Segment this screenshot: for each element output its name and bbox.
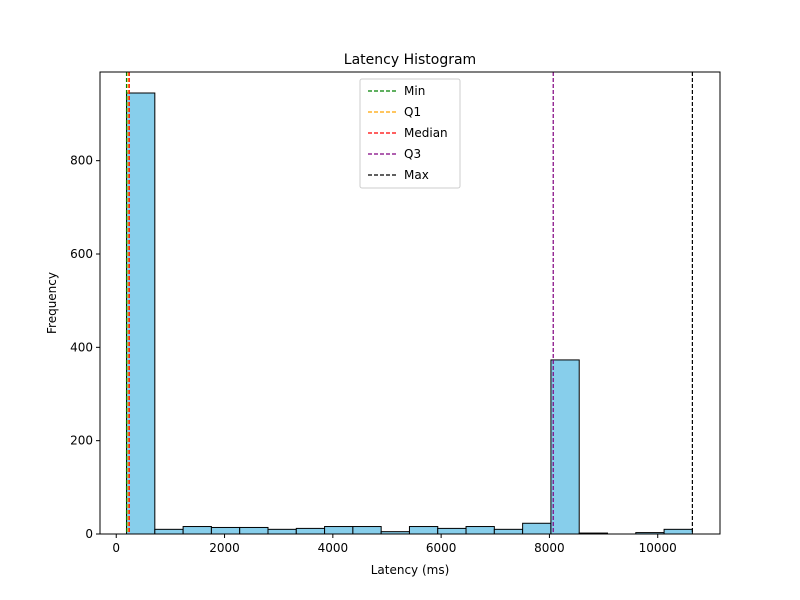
y-tick-label: 800 xyxy=(70,154,93,168)
x-tick-label: 4000 xyxy=(318,541,349,555)
legend-box xyxy=(359,78,461,189)
legend-label-min: Min xyxy=(404,84,425,98)
histogram-bar-14 xyxy=(493,528,524,535)
reference-lines-group xyxy=(125,72,693,534)
y-axis-label: Frequency xyxy=(45,272,59,334)
legend-label-median: Median xyxy=(404,126,448,140)
legend-label-q3: Q3 xyxy=(404,147,421,161)
x-tick-label: 0 xyxy=(112,541,120,555)
histogram-bar-3 xyxy=(182,526,212,535)
histogram-bar-6 xyxy=(267,528,297,535)
histogram-bar-16 xyxy=(550,359,580,535)
legend-label-q1: Q1 xyxy=(404,105,421,119)
y-tick-label: 0 xyxy=(85,527,93,541)
legend-label-max: Max xyxy=(404,168,429,182)
histogram-bar-12 xyxy=(437,527,467,535)
legend: Min Q1 Median Q3 Max xyxy=(359,78,461,189)
histogram-bar-20 xyxy=(663,528,693,535)
x-axis-label: Latency (ms) xyxy=(371,563,450,577)
histogram-bar-11 xyxy=(408,526,439,535)
histogram-bar-2 xyxy=(154,528,184,535)
y-tick-label: 400 xyxy=(70,340,93,354)
histogram-bar-4 xyxy=(210,526,241,535)
y-tick-label: 600 xyxy=(70,247,93,261)
plot-frame xyxy=(99,71,721,535)
histogram-bar-5 xyxy=(239,526,269,535)
x-tick-label: 6000 xyxy=(426,541,457,555)
y-axis-ticks: 0 200 400 600 800 xyxy=(70,154,100,541)
histogram-bar-8 xyxy=(324,526,354,535)
x-tick-label: 10000 xyxy=(639,541,677,555)
x-tick-label: 8000 xyxy=(534,541,565,555)
histogram-bar-13 xyxy=(465,526,495,535)
histogram-bar-9 xyxy=(352,526,382,535)
x-tick-label: 2000 xyxy=(209,541,240,555)
chart-title: Latency Histogram xyxy=(344,52,476,68)
y-tick-label: 200 xyxy=(70,434,93,448)
x-axis-ticks: 0 2000 4000 6000 8000 10000 xyxy=(112,534,677,555)
histogram-bar-7 xyxy=(295,527,326,535)
histogram-bar-15 xyxy=(522,522,552,535)
bars-group xyxy=(126,92,693,535)
histogram-bar-1 xyxy=(126,92,156,535)
